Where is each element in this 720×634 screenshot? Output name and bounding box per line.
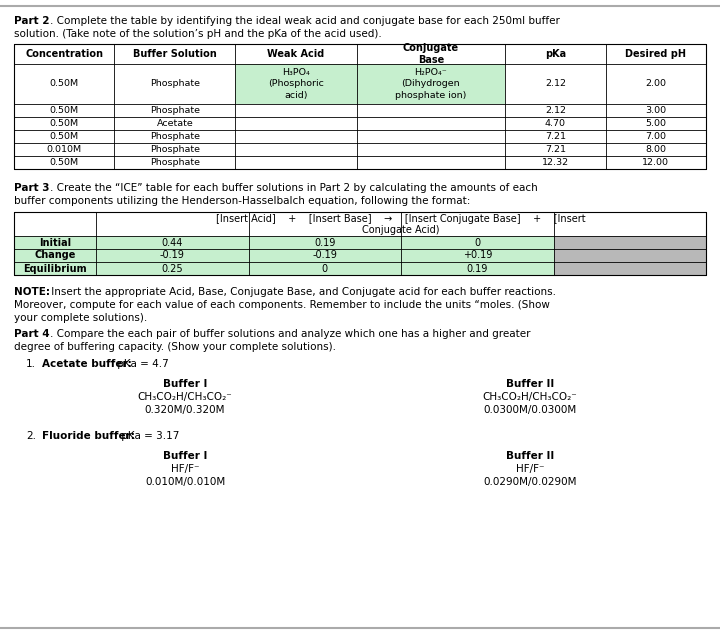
Text: Conjugate Acid): Conjugate Acid) <box>362 225 440 235</box>
Bar <box>248 236 401 249</box>
Bar <box>554 236 706 249</box>
Text: . Complete the table by identifying the ideal weak acid and conjugate base for e: . Complete the table by identifying the … <box>50 16 560 26</box>
Text: [Insert Acid]    +    [Insert Base]    →    [Insert Conjugate Base]    +    [Ins: [Insert Acid] + [Insert Base] → [Insert … <box>216 214 586 224</box>
Bar <box>401 236 554 249</box>
Text: 0.0290M/0.0290M: 0.0290M/0.0290M <box>483 477 577 487</box>
Text: 0.010M/0.010M: 0.010M/0.010M <box>145 477 225 487</box>
Text: CH₃CO₂H/CH₃CO₂⁻: CH₃CO₂H/CH₃CO₂⁻ <box>482 392 577 402</box>
Text: CH₃CO₂H/CH₃CO₂⁻: CH₃CO₂H/CH₃CO₂⁻ <box>138 392 233 402</box>
Text: 5.00: 5.00 <box>645 119 666 128</box>
Text: 0.25: 0.25 <box>161 264 183 273</box>
Bar <box>554 249 706 262</box>
Text: 12.00: 12.00 <box>642 158 670 167</box>
Text: degree of buffering capacity. (Show your complete solutions).: degree of buffering capacity. (Show your… <box>14 342 336 352</box>
Text: Part 4: Part 4 <box>14 329 50 339</box>
Text: 8.00: 8.00 <box>645 145 666 154</box>
Text: Phosphate: Phosphate <box>150 79 200 89</box>
Text: Part 2: Part 2 <box>14 16 50 26</box>
Text: 7.00: 7.00 <box>645 132 666 141</box>
Text: 0.19: 0.19 <box>314 238 336 247</box>
Bar <box>14 249 96 262</box>
Bar <box>235 64 356 104</box>
Text: 0: 0 <box>322 264 328 273</box>
Text: 0.320M/0.320M: 0.320M/0.320M <box>145 405 225 415</box>
Text: Conjugate
Base: Conjugate Base <box>403 43 459 65</box>
Text: Buffer I: Buffer I <box>163 379 207 389</box>
Text: 0.50M: 0.50M <box>50 79 78 89</box>
Bar <box>96 236 248 249</box>
Text: 0.010M: 0.010M <box>47 145 82 154</box>
Text: H₃PO₄
(Phosphoric
acid): H₃PO₄ (Phosphoric acid) <box>268 68 324 100</box>
Bar <box>14 44 706 169</box>
Text: Buffer II: Buffer II <box>506 379 554 389</box>
Text: solution. (Take note of the solution’s pH and the pKa of the acid used).: solution. (Take note of the solution’s p… <box>14 29 382 39</box>
Bar <box>401 249 554 262</box>
Text: 0: 0 <box>474 238 480 247</box>
Text: Moreover, compute for each value of each components. Remember to include the uni: Moreover, compute for each value of each… <box>14 300 550 310</box>
Text: pKa: pKa <box>545 49 566 59</box>
Text: HF/F⁻: HF/F⁻ <box>516 464 544 474</box>
Text: Buffer II: Buffer II <box>506 451 554 461</box>
Text: Buffer I: Buffer I <box>163 451 207 461</box>
Text: 2.: 2. <box>26 431 36 441</box>
Text: Insert the appropriate Acid, Base, Conjugate Base, and Conjugate acid for each b: Insert the appropriate Acid, Base, Conju… <box>48 287 556 297</box>
Text: Part 3: Part 3 <box>14 183 50 193</box>
Text: Concentration: Concentration <box>25 49 103 59</box>
Text: Change: Change <box>35 250 76 261</box>
Text: pKa = 4.7: pKa = 4.7 <box>114 359 168 369</box>
Text: 1.: 1. <box>26 359 36 369</box>
Text: H₂PO₄⁻
(Dihydrogen
phosphate ion): H₂PO₄⁻ (Dihydrogen phosphate ion) <box>395 68 467 100</box>
Text: Phosphate: Phosphate <box>150 106 200 115</box>
Text: 2.00: 2.00 <box>645 79 666 89</box>
Text: Desired pH: Desired pH <box>626 49 686 59</box>
Bar <box>356 64 505 104</box>
Text: 0.44: 0.44 <box>161 238 183 247</box>
Text: 3.00: 3.00 <box>645 106 667 115</box>
Text: 0.50M: 0.50M <box>50 119 78 128</box>
Text: 7.21: 7.21 <box>545 132 566 141</box>
Text: 2.12: 2.12 <box>545 79 566 89</box>
Bar <box>14 212 706 275</box>
Text: . Create the “ICE” table for each buffer solutions in Part 2 by calculating the : . Create the “ICE” table for each buffer… <box>50 183 538 193</box>
Text: 0.50M: 0.50M <box>50 106 78 115</box>
Text: Phosphate: Phosphate <box>150 158 200 167</box>
Text: Weak Acid: Weak Acid <box>267 49 325 59</box>
Text: 4.70: 4.70 <box>545 119 566 128</box>
Text: 0.50M: 0.50M <box>50 158 78 167</box>
Bar <box>248 262 401 275</box>
Text: Phosphate: Phosphate <box>150 145 200 154</box>
Text: -0.19: -0.19 <box>160 250 185 261</box>
Text: 7.21: 7.21 <box>545 145 566 154</box>
Bar <box>14 262 96 275</box>
Text: -0.19: -0.19 <box>312 250 337 261</box>
Text: 2.12: 2.12 <box>545 106 566 115</box>
Text: 0.50M: 0.50M <box>50 132 78 141</box>
Bar <box>14 236 96 249</box>
Text: Equilibrium: Equilibrium <box>23 264 87 273</box>
Text: 0.0300M/0.0300M: 0.0300M/0.0300M <box>483 405 577 415</box>
Text: HF/F⁻: HF/F⁻ <box>171 464 199 474</box>
Text: +0.19: +0.19 <box>462 250 492 261</box>
Text: Fluoride buffer:: Fluoride buffer: <box>42 431 135 441</box>
Bar <box>401 262 554 275</box>
Text: Buffer Solution: Buffer Solution <box>133 49 217 59</box>
Text: NOTE:: NOTE: <box>14 287 50 297</box>
Bar <box>554 262 706 275</box>
Text: Initial: Initial <box>39 238 71 247</box>
Text: pKa = 3.17: pKa = 3.17 <box>118 431 179 441</box>
Bar <box>248 249 401 262</box>
Text: 0.19: 0.19 <box>467 264 488 273</box>
Text: 12.32: 12.32 <box>542 158 569 167</box>
Bar <box>96 249 248 262</box>
Text: . Compare the each pair of buffer solutions and analyze which one has a higher a: . Compare the each pair of buffer soluti… <box>50 329 531 339</box>
Text: Phosphate: Phosphate <box>150 132 200 141</box>
Bar <box>96 262 248 275</box>
Text: Acetate buffer:: Acetate buffer: <box>42 359 132 369</box>
Text: your complete solutions).: your complete solutions). <box>14 313 148 323</box>
Text: buffer components utilizing the Henderson-Hasselbalch equation, following the fo: buffer components utilizing the Henderso… <box>14 196 470 206</box>
Text: Acetate: Acetate <box>156 119 193 128</box>
